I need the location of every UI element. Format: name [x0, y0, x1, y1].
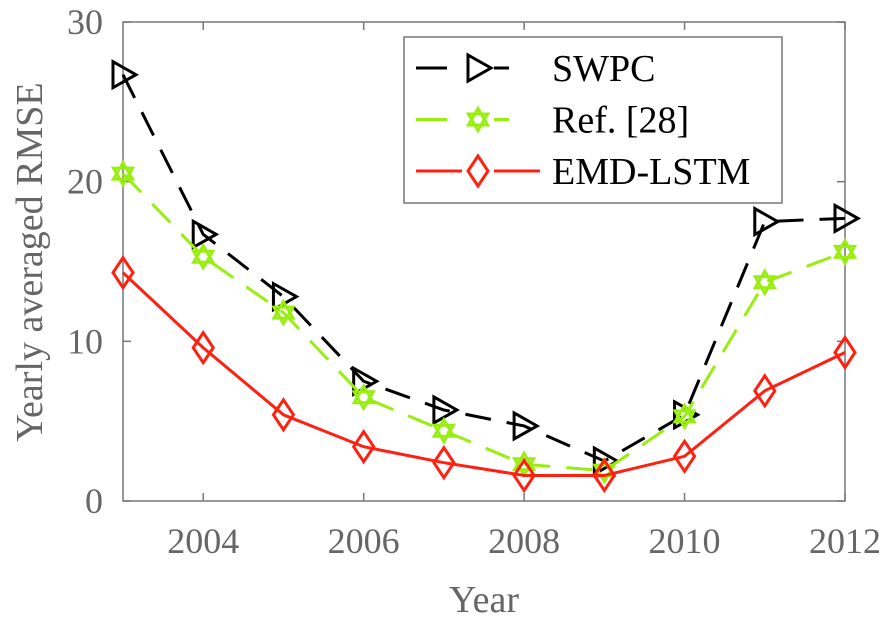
x-axis-label: Year	[449, 579, 519, 621]
series-ref-28-	[110, 159, 858, 485]
hexagram-marker	[832, 237, 858, 266]
y-tick-label: 10	[67, 321, 103, 361]
series-line	[121, 271, 846, 477]
triangle-right-marker	[432, 394, 460, 426]
diamond-marker	[672, 438, 697, 474]
diamond-marker	[191, 330, 216, 366]
hexagram-marker	[271, 298, 296, 327]
x-tick-label: 2008	[488, 521, 560, 561]
y-tick-label: 30	[67, 2, 103, 42]
triangle-right-marker	[191, 218, 220, 250]
diamond-marker	[271, 397, 296, 433]
diamond-marker	[833, 334, 857, 371]
series-emd-lstm	[111, 254, 857, 494]
triangle-right-marker	[833, 202, 862, 234]
axes: 2004 2006 2008 2010 2012 0 10 20 30	[67, 2, 881, 561]
triangle-right-marker	[466, 52, 495, 84]
x-tick-label: 2006	[328, 521, 400, 561]
legend-label: SWPC	[552, 48, 655, 90]
triangle-right-marker	[512, 410, 541, 442]
hexagram-marker	[752, 268, 777, 297]
diamond-marker	[351, 429, 376, 465]
y-axis-label: Yearly averaged RMSE	[9, 82, 51, 441]
x-tick-label: 2004	[167, 521, 239, 561]
hexagram-marker	[431, 416, 457, 445]
diamond-marker	[432, 444, 456, 481]
legend-label: EMD-LSTM	[552, 151, 750, 193]
legend-label: Ref. [28]	[552, 100, 689, 142]
x-tick-label: 2010	[649, 521, 721, 561]
hexagram-marker	[672, 402, 697, 431]
hexagram-marker	[191, 242, 216, 271]
y-tick-label: 20	[67, 162, 103, 202]
x-tick-label: 2012	[809, 521, 881, 561]
series-line	[121, 172, 846, 473]
diamond-marker	[752, 373, 777, 409]
hexagram-marker	[110, 159, 136, 188]
diamond-marker	[512, 457, 536, 494]
diamond-marker	[466, 153, 490, 189]
hexagram-marker	[465, 105, 491, 134]
y-tick-label: 0	[85, 481, 103, 521]
triangle-right-marker	[592, 445, 621, 477]
diamond-marker	[111, 254, 135, 291]
triangle-right-marker	[111, 59, 140, 91]
diamond-marker	[592, 457, 617, 494]
series-line	[121, 74, 846, 463]
triangle-right-marker	[753, 206, 781, 238]
legend: SWPC Ref. [28] EMD-LSTM	[403, 36, 783, 204]
hexagram-marker	[351, 383, 376, 412]
series-group	[110, 59, 862, 494]
